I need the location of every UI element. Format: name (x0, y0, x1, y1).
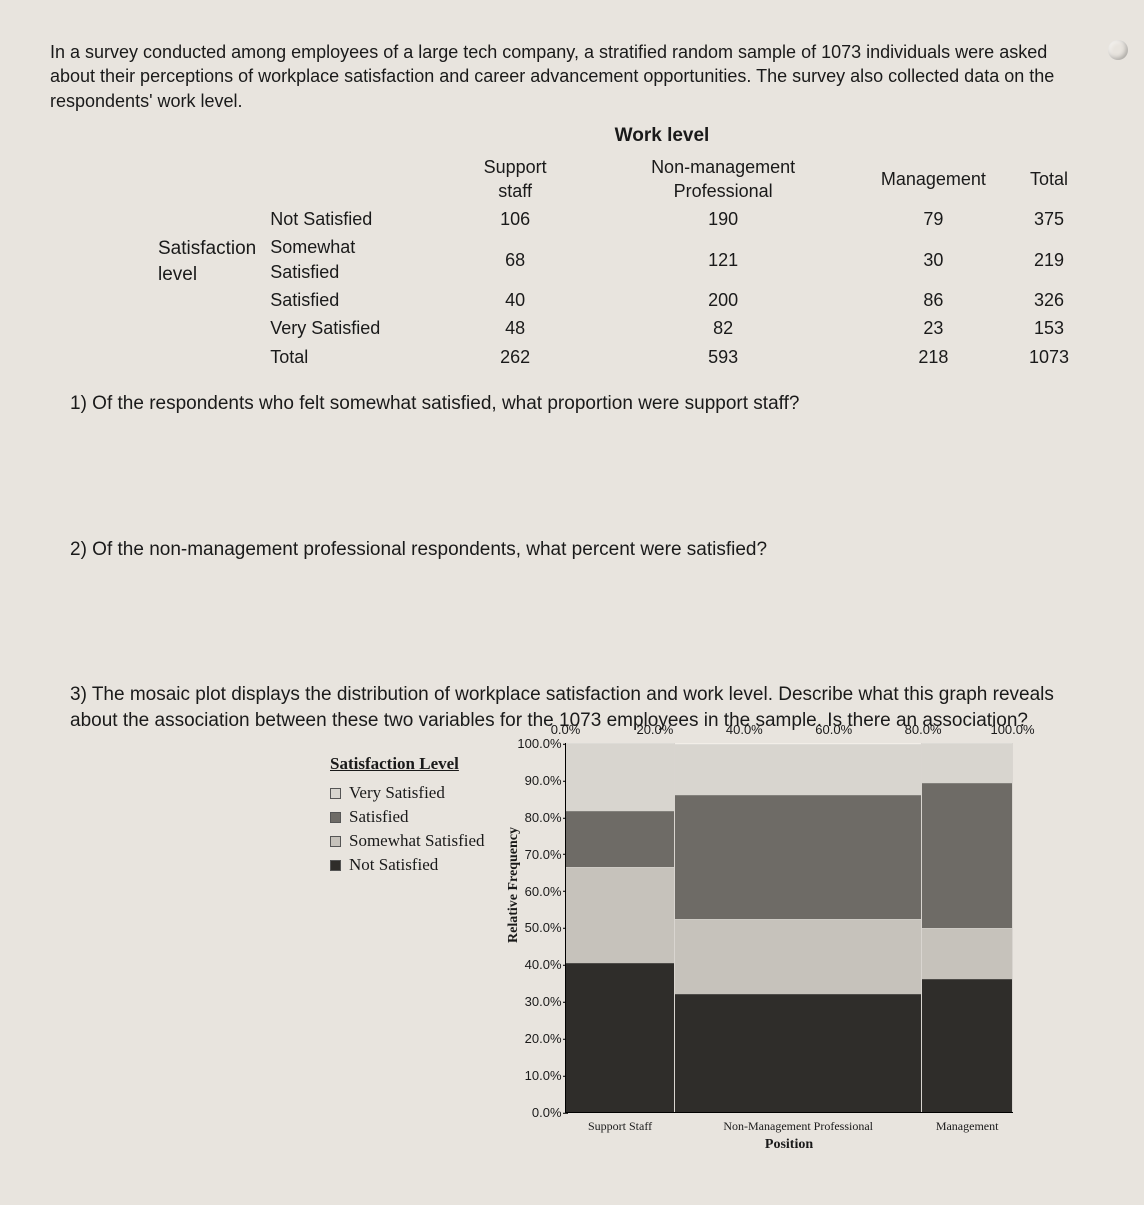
x-top-tick: 60.0% (815, 721, 852, 739)
col-header: Non-management Professional (583, 153, 862, 206)
x-category-label: Support Staff (588, 1118, 652, 1134)
mosaic-segment (566, 963, 674, 1112)
legend-title: Satisfaction Level (330, 753, 485, 776)
y-tick: 10.0% (514, 1067, 562, 1085)
cell: 593 (583, 343, 862, 371)
legend-item: Very Satisfied (330, 782, 485, 805)
legend-label: Not Satisfied (349, 854, 438, 877)
y-tick: 20.0% (514, 1030, 562, 1048)
x-top-tick: 20.0% (636, 721, 673, 739)
mosaic-segment (922, 783, 1012, 928)
question-1: 1) Of the respondents who felt somewhat … (70, 391, 1074, 417)
mosaic-column (922, 743, 1013, 1112)
col-header: Total (1004, 153, 1094, 206)
mosaic-segment (675, 795, 921, 919)
mosaic-segment (675, 744, 921, 795)
cell: 30 (863, 233, 1004, 286)
mosaic-segment (922, 979, 1012, 1113)
table-super-header: Work level (50, 123, 1094, 149)
cell: 262 (447, 343, 583, 371)
cell: 82 (583, 314, 862, 342)
swatch-icon (330, 812, 341, 823)
y-tick: 70.0% (514, 845, 562, 863)
cell: 86 (863, 286, 1004, 314)
cell: 326 (1004, 286, 1094, 314)
mosaic-segment (675, 919, 921, 994)
cell: 1073 (1004, 343, 1094, 371)
cell: 219 (1004, 233, 1094, 286)
swatch-icon (330, 788, 341, 799)
legend-label: Somewhat Satisfied (349, 830, 485, 853)
cell: 121 (583, 233, 862, 286)
mosaic-segment (675, 994, 921, 1112)
row-label: Satisfied (266, 286, 447, 314)
intro-paragraph: In a survey conducted among employees of… (50, 40, 1094, 113)
y-tick: 0.0% (514, 1104, 562, 1122)
row-label: Total (266, 343, 447, 371)
x-top-tick: 0.0% (551, 721, 581, 739)
cell: 190 (583, 205, 862, 233)
cell: 23 (863, 314, 1004, 342)
x-axis-label: Position (765, 1136, 813, 1155)
mosaic-column (675, 743, 922, 1112)
row-label: Somewhat Satisfied (266, 233, 447, 286)
cell: 200 (583, 286, 862, 314)
mosaic-segment (566, 867, 674, 963)
row-label: Very Satisfied (266, 314, 447, 342)
x-top-tick: 100.0% (990, 721, 1034, 739)
cell: 106 (447, 205, 583, 233)
swatch-icon (330, 860, 341, 871)
mosaic-segment (922, 928, 1012, 979)
y-tick: 90.0% (514, 772, 562, 790)
cell: 153 (1004, 314, 1094, 342)
chart-container: Relative Frequency Position 0.0%10.0%20.… (505, 743, 1013, 1113)
mosaic-chart-area: Satisfaction Level Very Satisfied Satisf… (330, 743, 1094, 1113)
swatch-icon (330, 836, 341, 847)
y-tick: 60.0% (514, 882, 562, 900)
mosaic-plot: Position 0.0%10.0%20.0%30.0%40.0%50.0%60… (565, 743, 1013, 1113)
cell: 68 (447, 233, 583, 286)
x-top-tick: 40.0% (726, 721, 763, 739)
mosaic-segment (922, 743, 1012, 782)
x-top-tick: 80.0% (905, 721, 942, 739)
y-tick: 50.0% (514, 919, 562, 937)
cell: 40 (447, 286, 583, 314)
hole-punch-shadow (1108, 40, 1128, 60)
y-tick: 80.0% (514, 809, 562, 827)
legend-label: Satisfied (349, 806, 409, 829)
x-category-label: Non-Management Professional (723, 1118, 873, 1134)
cell: 48 (447, 314, 583, 342)
legend-label: Very Satisfied (349, 782, 445, 805)
row-group-label: Satisfaction level (140, 153, 266, 371)
mosaic-segment (566, 743, 674, 811)
mosaic-column (566, 743, 675, 1112)
cell: 375 (1004, 205, 1094, 233)
mosaic-segment (566, 811, 674, 867)
x-category-label: Management (936, 1118, 999, 1134)
legend-item: Not Satisfied (330, 854, 485, 877)
cell: 79 (863, 205, 1004, 233)
legend-item: Somewhat Satisfied (330, 830, 485, 853)
col-header: Management (863, 153, 1004, 206)
row-label: Not Satisfied (266, 205, 447, 233)
cell: 218 (863, 343, 1004, 371)
col-header: Support staff (447, 153, 583, 206)
y-tick: 40.0% (514, 956, 562, 974)
question-2: 2) Of the non-management professional re… (70, 537, 1074, 563)
legend-item: Satisfied (330, 806, 485, 829)
y-tick: 30.0% (514, 993, 562, 1011)
crosstab-table: Work level Satisfaction level Support st… (50, 123, 1094, 371)
chart-legend: Satisfaction Level Very Satisfied Satisf… (330, 743, 485, 878)
